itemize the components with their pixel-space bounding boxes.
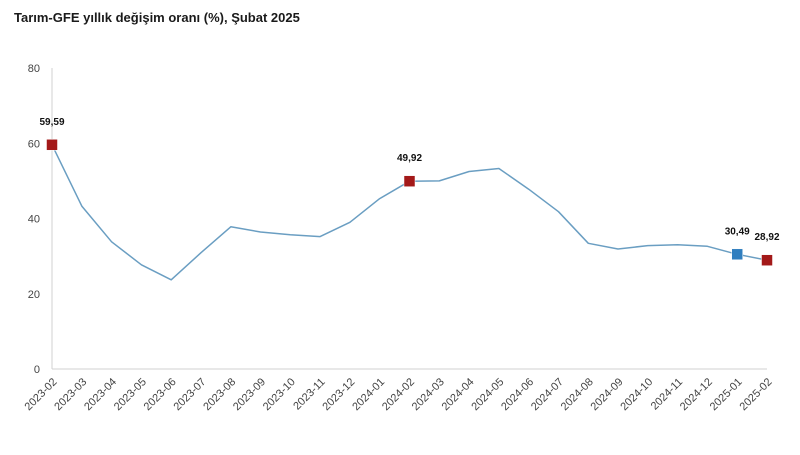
y-tick-label: 80: [28, 63, 40, 75]
data-label: 49,92: [397, 153, 422, 164]
highlight-marker: [403, 175, 416, 187]
data-label: 30,49: [725, 226, 750, 237]
series-line: [51, 144, 768, 281]
data-label: 59,59: [39, 117, 64, 128]
highlight-markers: [46, 139, 773, 266]
y-tick-labels: 0 20 40 60 80: [28, 63, 40, 376]
y-tick-label: 60: [28, 138, 40, 150]
axes: [51, 68, 767, 370]
highlight-marker: [46, 139, 58, 151]
x-tick-label: 2023-10: [261, 376, 298, 413]
x-tick-label: 2025-02: [738, 376, 775, 413]
data-labels: 59,59 49,92 30,49 28,92: [39, 117, 779, 243]
x-tick-labels: 2023-022023-032023-042023-052023-062023-…: [23, 376, 775, 413]
highlight-marker: [761, 254, 773, 266]
data-label: 28,92: [754, 232, 779, 243]
series-lines: [51, 144, 768, 281]
y-tick-label: 20: [28, 289, 40, 301]
y-tick-label: 40: [28, 214, 40, 226]
highlight-marker: [731, 248, 743, 261]
y-tick-label: 0: [34, 364, 40, 376]
chart-title: Tarım-GFE yıllık değişim oranı (%), Şuba…: [14, 10, 300, 25]
x-tick-label: 2024-10: [618, 376, 655, 413]
